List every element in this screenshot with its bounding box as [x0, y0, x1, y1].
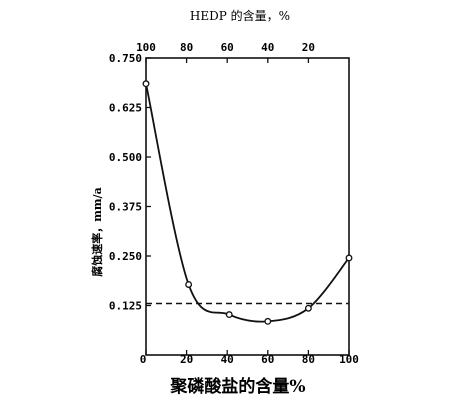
series-points	[142, 80, 353, 325]
top-tick-label: 80	[180, 41, 193, 54]
x-tick-label: 0	[140, 353, 147, 366]
data-point	[345, 254, 353, 262]
data-point	[185, 281, 193, 288]
x-tick-label: 100	[339, 353, 359, 366]
data-point	[304, 304, 312, 312]
y-axis-title: 腐蚀速率，mm/a	[90, 187, 104, 276]
y-tick-label: 0.500	[109, 151, 142, 164]
x-tick-label: 60	[261, 353, 274, 366]
x-axis-title: 聚磷酸盐的含量%	[169, 376, 305, 397]
y-tick-label: 0.250	[109, 250, 142, 263]
y-tick-label: 0.375	[109, 201, 142, 214]
y-tick-label: 0.625	[109, 102, 142, 115]
x-tick-label: 40	[221, 353, 234, 366]
x-ticks: 0 20 40 60 80 100	[140, 350, 359, 366]
top-ticks: 100 80 60 40 20	[136, 41, 315, 63]
top-tick-label: 20	[302, 41, 315, 54]
data-point	[142, 80, 150, 88]
y-tick-label: 0.750	[109, 52, 142, 65]
y-tick-label: 0.125	[109, 300, 142, 313]
x-tick-label: 20	[180, 353, 193, 366]
top-tick-label: 40	[261, 41, 274, 54]
series-curve	[145, 83, 350, 323]
top-tick-label: 100	[136, 41, 156, 54]
top-axis-title: HEDP 的含量，%	[190, 8, 290, 23]
data-point	[264, 317, 272, 325]
top-tick-label: 60	[221, 41, 234, 54]
plot-frame	[145, 57, 350, 356]
y-ticks: 0.750 0.625 0.500 0.375 0.250 0.125	[109, 52, 151, 313]
x-tick-label: 80	[302, 353, 315, 366]
data-point	[225, 311, 233, 319]
